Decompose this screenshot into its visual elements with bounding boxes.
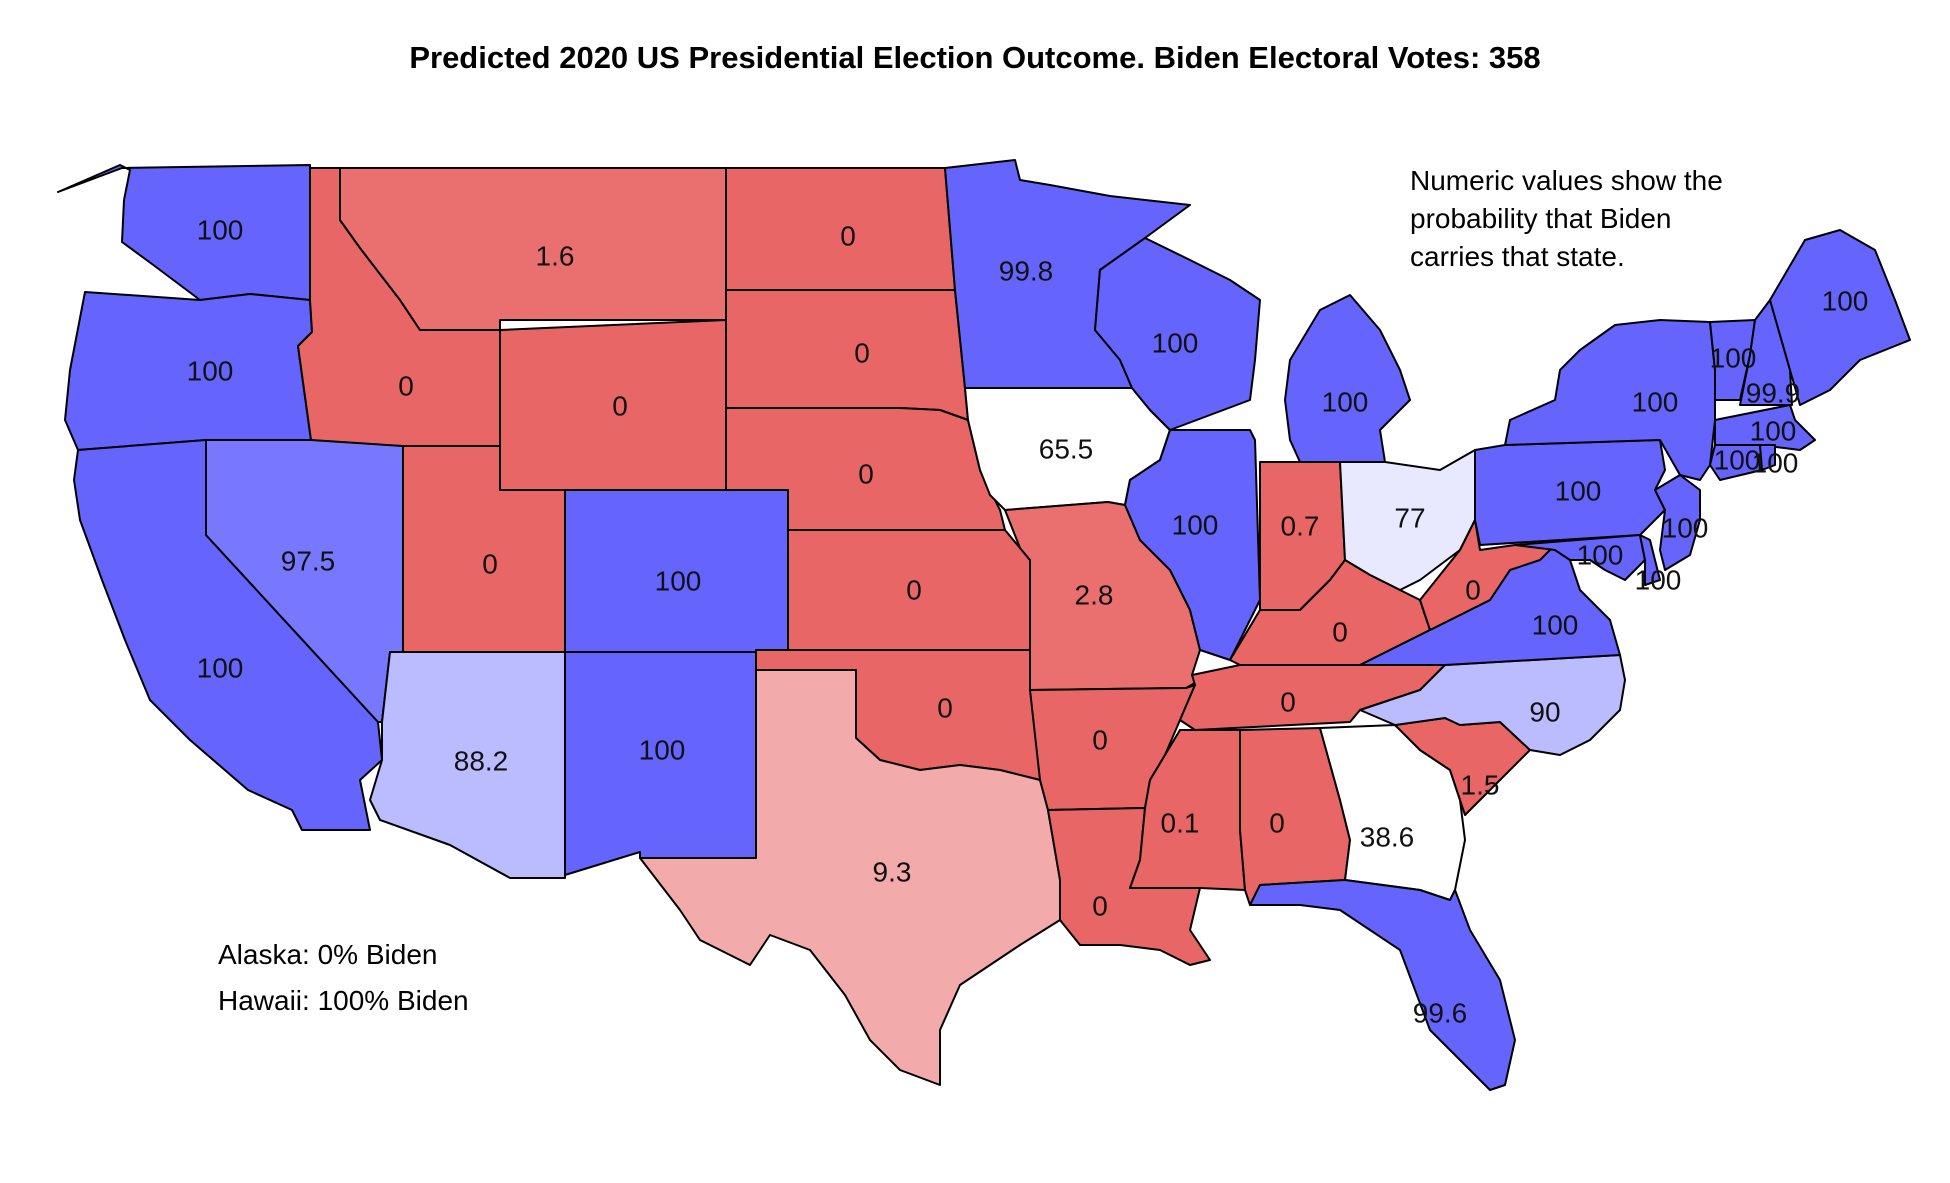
value-la: 0	[1092, 890, 1108, 921]
value-ny: 100	[1632, 386, 1679, 417]
value-nm: 100	[639, 734, 686, 765]
hawaii-note: Hawaii: 100% Biden	[218, 985, 469, 1016]
value-ia: 65.5	[1039, 433, 1094, 464]
value-sc: 1.5	[1461, 769, 1500, 800]
value-mn: 99.8	[999, 255, 1054, 286]
state-ne	[725, 407, 1006, 531]
value-tx: 9.3	[873, 856, 912, 887]
value-ky: 0	[1332, 616, 1348, 647]
state-nj	[1654, 474, 1701, 571]
value-al: 0	[1269, 807, 1285, 838]
value-nc: 90	[1529, 696, 1560, 727]
value-ar: 0	[1092, 724, 1108, 755]
state-me	[1769, 229, 1911, 406]
state-mi	[1284, 294, 1411, 466]
value-ri: 100	[1752, 447, 1799, 478]
value-mo: 2.8	[1075, 579, 1114, 610]
value-nj: 100	[1662, 512, 1709, 543]
state-ct	[1709, 444, 1763, 481]
value-in: 0.7	[1281, 510, 1320, 541]
value-sd: 0	[854, 337, 870, 368]
probability-note: Numeric values show the probability that…	[1410, 162, 1723, 276]
state-sd	[725, 289, 969, 421]
value-ms: 0.1	[1161, 807, 1200, 838]
value-md: 100	[1577, 539, 1624, 570]
value-nh: 99.9	[1746, 377, 1801, 408]
value-ct: 100	[1714, 444, 1761, 475]
value-wy: 0	[612, 390, 628, 421]
value-co: 100	[655, 565, 702, 596]
value-ut: 0	[482, 548, 498, 579]
value-oh: 77	[1394, 502, 1425, 533]
state-wi	[1094, 237, 1261, 431]
value-pa: 100	[1555, 475, 1602, 506]
value-nd: 0	[840, 220, 856, 251]
value-ma: 100	[1750, 415, 1797, 446]
value-az: 88.2	[454, 745, 509, 776]
state-il	[1124, 429, 1261, 661]
value-mt: 1.6	[536, 240, 575, 271]
value-de: 100	[1635, 564, 1682, 595]
value-nv: 97.5	[281, 545, 336, 576]
value-wi: 100	[1152, 327, 1199, 358]
value-wv: 0	[1465, 574, 1481, 605]
state-de	[1639, 534, 1661, 586]
value-vt: 100	[1710, 342, 1757, 373]
value-fl: 99.6	[1413, 997, 1468, 1028]
probability-note-line-3: carries that state.	[1410, 241, 1625, 272]
value-ne: 0	[858, 458, 874, 489]
value-il: 100	[1172, 509, 1219, 540]
value-va: 100	[1532, 609, 1579, 640]
value-ca: 100	[197, 652, 244, 683]
probability-note-line-1: Numeric values show the	[1410, 165, 1723, 196]
value-or: 100	[187, 355, 234, 386]
value-mi: 100	[1322, 386, 1369, 417]
state-wv	[1419, 519, 1556, 631]
value-id: 0	[398, 370, 414, 401]
state-fl	[1249, 879, 1516, 1091]
value-me: 100	[1822, 285, 1869, 316]
value-ks: 0	[906, 574, 922, 605]
state-value-labels: 100 100 100 97.5 0 1.6 0 0 88.2 100 100 …	[187, 214, 1869, 1028]
state-tx	[639, 669, 1061, 1086]
alaska-note: Alaska: 0% Biden	[218, 939, 438, 970]
state-nc	[1359, 654, 1626, 756]
map-title: Predicted 2020 US Presidential Election …	[409, 40, 1541, 75]
value-wa: 100	[197, 214, 244, 245]
state-wa	[57, 164, 311, 301]
value-ga: 38.6	[1360, 821, 1415, 852]
value-tn: 0	[1280, 686, 1296, 717]
state-ri	[1759, 444, 1776, 471]
value-ok: 0	[937, 692, 953, 723]
probability-note-line-2: probability that Biden	[1410, 203, 1672, 234]
